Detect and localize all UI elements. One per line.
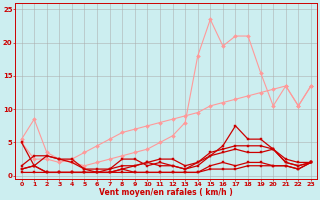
X-axis label: Vent moyen/en rafales ( km/h ): Vent moyen/en rafales ( km/h ) xyxy=(100,188,233,197)
